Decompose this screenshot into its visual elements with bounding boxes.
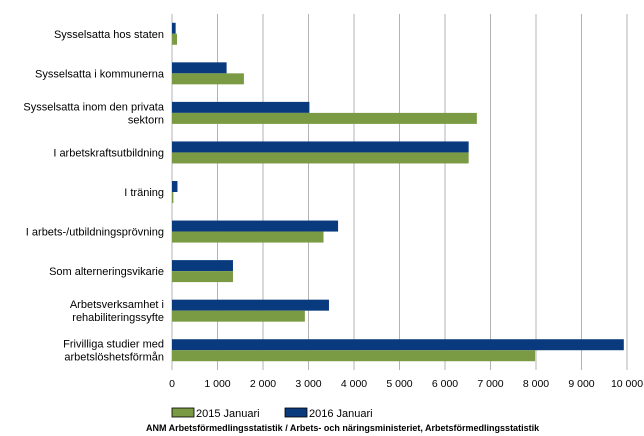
category-labels: Sysselsatta hos staten Sysselsatta i komm…	[23, 29, 165, 364]
bar-2016-0	[172, 22, 176, 34]
category-label-5: I arbets-/utbildningsprövning	[26, 227, 164, 239]
category-label-6: Som alterneringsvikarie	[49, 266, 164, 278]
x-tick-label-10: 10 000	[611, 378, 643, 390]
legend: 2015 Januari 2016 Januari	[171, 407, 373, 420]
x-tick-label-1: 1 000	[204, 378, 230, 390]
bar-2016-8	[172, 339, 624, 351]
bar-2015-1	[172, 73, 244, 85]
bar-2015-0	[172, 33, 178, 45]
bar-2016-2	[172, 101, 310, 113]
x-tick-label-7: 7 000	[477, 378, 503, 390]
x-tick-label-9: 9 000	[568, 378, 594, 390]
x-tick-labels: 0 1 000 2 000 3 000 4 000 5 000 6 000 7 000 8 00…	[169, 378, 643, 390]
legend-swatch-1	[284, 407, 308, 418]
x-tick-label-4: 4 000	[341, 378, 367, 390]
bar-2015-2	[172, 112, 477, 124]
category-label-0: Sysselsatta hos staten	[54, 29, 164, 41]
category-label-1: Sysselsatta i kommunerna	[35, 68, 165, 80]
category-label-7: Arbetsverksamhet i rehabiliteringssyfte	[70, 299, 164, 324]
bars	[172, 22, 624, 362]
bar-2016-3	[172, 141, 469, 153]
bar-2016-1	[172, 62, 227, 74]
legend-label-0: 2015 Januari	[196, 408, 260, 420]
source-label: ANM Arbetsförmedlingsstatistik / Arbets-…	[146, 423, 540, 433]
bar-2015-7	[172, 310, 305, 322]
bar-2015-5	[172, 231, 324, 243]
bar-2016-7	[172, 299, 329, 311]
bar-2016-5	[172, 220, 339, 232]
bar-2016-6	[172, 260, 233, 272]
category-label-4: I träning	[124, 187, 164, 199]
legend-label-1: 2016 Januari	[309, 408, 373, 420]
category-label-2: Sysselsatta inom den privata sektorn	[23, 101, 165, 126]
bar-2015-8	[172, 350, 536, 362]
category-label-3: I arbetskraftsutbildning	[53, 147, 164, 159]
x-tick-label-6: 6 000	[432, 378, 458, 390]
legend-swatch-0	[171, 407, 195, 418]
category-label-8: Frivilliga studier med arbetslöshetsförmå…	[63, 339, 164, 364]
x-tick-label-5: 5 000	[386, 378, 412, 390]
x-tick-label-0: 0	[169, 378, 175, 390]
x-tick-label-3: 3 000	[295, 378, 321, 390]
bar-2016-4	[172, 181, 178, 192]
bar-2015-6	[172, 271, 233, 283]
bar-2015-4	[172, 192, 174, 203]
x-tick-label-8: 8 000	[523, 378, 549, 390]
x-tick-label-2: 2 000	[250, 378, 276, 390]
bar-2015-3	[172, 152, 469, 164]
